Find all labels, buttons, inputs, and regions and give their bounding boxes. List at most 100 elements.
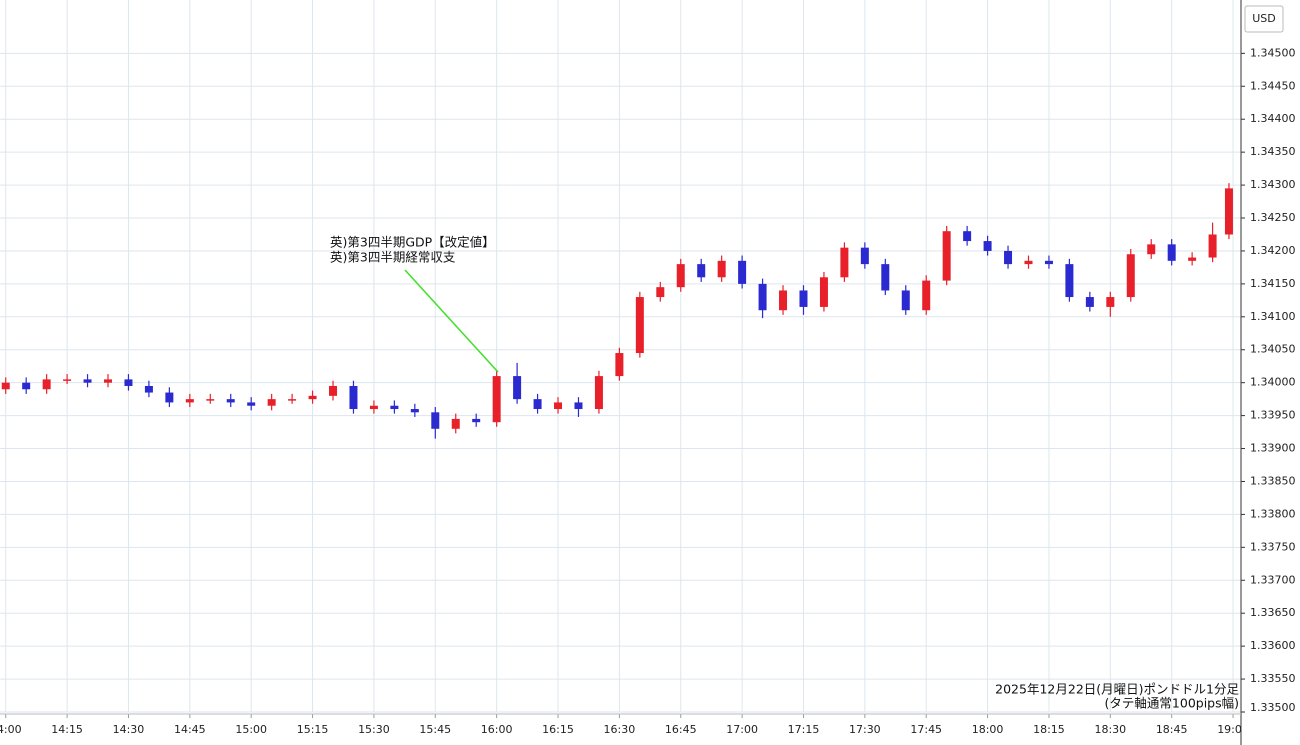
x-tick-label: 15:00 xyxy=(235,723,267,736)
y-tick-label: 1.34050 xyxy=(1250,343,1296,356)
candle-body xyxy=(267,399,276,406)
x-tick-label: 16:00 xyxy=(481,723,513,736)
candle-body xyxy=(1044,260,1053,265)
x-tick-label: 14:45 xyxy=(174,723,206,736)
y-tick-label: 1.34300 xyxy=(1250,178,1296,191)
candle-body xyxy=(63,379,72,381)
candle-body xyxy=(533,399,542,410)
y-tick-label: 1.34150 xyxy=(1250,277,1296,290)
candle-body xyxy=(1065,264,1074,298)
candle-body xyxy=(1208,234,1217,258)
x-tick-label: 16:45 xyxy=(665,723,697,736)
candle-body xyxy=(451,418,460,429)
footnote: (タテ軸通常100pips幅) xyxy=(1105,696,1239,711)
x-tick-label: 18:00 xyxy=(972,723,1004,736)
candle-body xyxy=(922,280,931,311)
candle-body xyxy=(819,277,828,307)
candle-body xyxy=(124,379,133,386)
annotation-text: 英)第3四半期経常収支 xyxy=(330,250,456,265)
candle-body xyxy=(799,290,808,307)
candle-body xyxy=(594,376,603,410)
candle-body xyxy=(840,247,849,278)
candle-body xyxy=(860,247,869,265)
y-tick-label: 1.33950 xyxy=(1250,409,1296,422)
x-tick-label: 15:15 xyxy=(297,723,329,736)
candle-body xyxy=(431,412,440,429)
y-tick-label: 1.34250 xyxy=(1250,211,1296,224)
candles xyxy=(1,183,1233,439)
candle-body xyxy=(1004,250,1013,265)
currency-box xyxy=(1244,5,1284,33)
x-tick-label: 15:30 xyxy=(358,723,390,736)
y-tick-label: 1.33500 xyxy=(1250,701,1296,714)
y-tick-label: 1.34200 xyxy=(1250,244,1296,257)
x-tick-label: 17:45 xyxy=(910,723,942,736)
candle-body xyxy=(390,405,399,410)
x-tick-label: 16:30 xyxy=(604,723,636,736)
x-tick-label: 18:15 xyxy=(1033,723,1065,736)
candle-body xyxy=(1106,297,1115,307)
candle-body xyxy=(717,260,726,278)
candle-body xyxy=(472,418,481,423)
footnote: 2025年12月22日(月曜日)ポンドドル1分足 xyxy=(995,682,1239,697)
annotation-pointer xyxy=(404,269,499,373)
candle-body xyxy=(288,399,297,401)
x-axis: 14:00 14:15 14:30 14:45 15:00 15:15 15:30 15:45… xyxy=(0,714,1249,736)
candle-body xyxy=(1126,254,1135,298)
candle-body xyxy=(349,385,358,410)
candle-body xyxy=(758,283,767,311)
x-tick-label: 17:15 xyxy=(788,723,820,736)
candle-body xyxy=(329,385,338,396)
candle-body xyxy=(165,392,174,403)
candle-body xyxy=(22,382,31,390)
currency-label: USD xyxy=(1252,12,1276,25)
x-tick-label: 18:45 xyxy=(1156,723,1188,736)
candle-body xyxy=(513,376,522,400)
y-axis: 1.33500 1.33550 1.33600 1.33650 1.33700 1.337… xyxy=(1241,46,1296,714)
candle-body xyxy=(369,405,378,410)
y-tick-label: 1.33800 xyxy=(1250,507,1296,520)
candle-body xyxy=(1147,244,1156,255)
candle-body xyxy=(779,290,788,311)
y-tick-label: 1.33750 xyxy=(1250,540,1296,553)
x-tick-label: 14:30 xyxy=(113,723,145,736)
candle-body xyxy=(144,385,153,393)
candle-body xyxy=(492,376,501,423)
candle-body xyxy=(881,264,890,291)
candle-body xyxy=(410,409,419,413)
candle-body xyxy=(104,379,113,383)
y-tick-label: 1.34400 xyxy=(1250,112,1296,125)
candle-body xyxy=(901,290,910,311)
candle-body xyxy=(83,379,92,383)
y-tick-label: 1.34500 xyxy=(1250,46,1296,59)
candle-body xyxy=(42,379,51,390)
candle-body xyxy=(615,353,624,377)
y-tick-label: 1.34350 xyxy=(1250,145,1296,158)
candle-body xyxy=(656,287,665,298)
candle-body xyxy=(1085,297,1094,307)
y-tick-label: 1.33850 xyxy=(1250,474,1296,487)
x-tick-label: 16:15 xyxy=(542,723,574,736)
grid xyxy=(0,0,1240,713)
x-tick-label: 14:00 xyxy=(0,723,22,736)
y-tick-label: 1.33700 xyxy=(1250,573,1296,586)
candle-body xyxy=(983,241,992,251)
y-tick-label: 1.33550 xyxy=(1250,672,1296,685)
y-tick-label: 1.33600 xyxy=(1250,639,1296,652)
x-tick-label: 17:00 xyxy=(726,723,758,736)
candle-body xyxy=(1,382,10,390)
candle-body xyxy=(635,297,644,354)
candle-body xyxy=(308,395,317,400)
candle-body xyxy=(738,260,747,284)
candle-body xyxy=(206,399,215,401)
candle-body xyxy=(247,402,256,406)
candle-body xyxy=(1188,257,1197,261)
y-tick-label: 1.33650 xyxy=(1250,606,1296,619)
candle-body xyxy=(1224,188,1233,235)
x-tick-label: 18:30 xyxy=(1094,723,1126,736)
candle-body xyxy=(554,402,563,410)
y-tick-label: 1.33900 xyxy=(1250,442,1296,455)
candle-body xyxy=(574,402,583,410)
x-tick-label: 14:15 xyxy=(51,723,83,736)
